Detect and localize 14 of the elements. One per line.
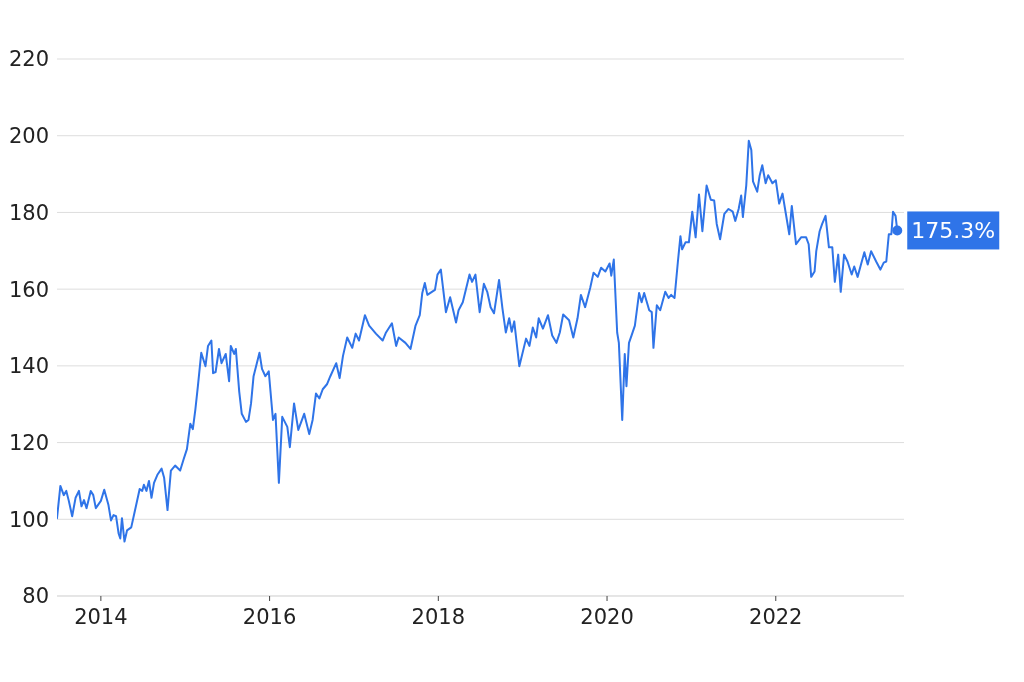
x-tick-label: 2014: [74, 604, 128, 629]
x-tick-label: 2022: [749, 604, 803, 629]
y-tick-label: 220: [8, 47, 49, 72]
y-tick-label: 80: [22, 584, 49, 609]
y-tick-label: 140: [8, 354, 49, 379]
annotation: 175.3%: [911, 218, 996, 244]
y-tick-label: 160: [8, 277, 49, 302]
x-tick-label: 2020: [580, 604, 634, 629]
x-tick-label: 2018: [411, 604, 466, 629]
y-tick-label: 100: [8, 507, 49, 532]
y-tick-label: 200: [8, 124, 49, 149]
y-tick-label: 120: [8, 431, 49, 456]
y-tick-label: 180: [8, 200, 49, 225]
x-tick-label: 2016: [242, 604, 297, 629]
